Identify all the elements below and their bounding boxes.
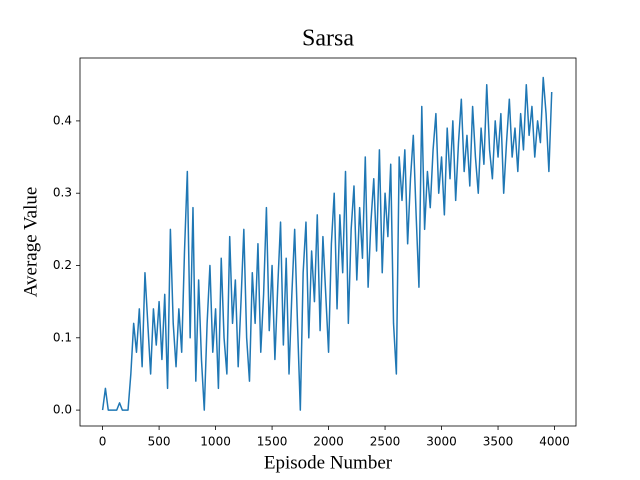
- x-tick-label: 1000: [200, 435, 231, 449]
- chart-title: Sarsa: [302, 26, 354, 52]
- x-axis-label: Episode Number: [264, 452, 393, 473]
- x-tick-label: 3500: [483, 435, 514, 449]
- x-tick-label: 1500: [257, 435, 288, 449]
- x-tick-label: 500: [148, 435, 171, 449]
- y-tick-label: 0.4: [53, 113, 72, 127]
- x-tick-label: 0: [99, 435, 107, 449]
- x-tick-label: 4000: [539, 435, 570, 449]
- data-line: [101, 76, 553, 411]
- x-tick-label: 2000: [313, 435, 344, 449]
- y-tick-label: 0.1: [53, 330, 72, 344]
- y-axis-label: Average Value: [20, 187, 41, 298]
- x-tick-label: 2500: [370, 435, 401, 449]
- x-tick-label: 3000: [426, 435, 457, 449]
- y-tick-label: 0.3: [53, 186, 72, 200]
- y-tick-label: 0.0: [53, 403, 72, 417]
- y-tick-label: 0.2: [53, 258, 72, 272]
- plot-frame: [79, 57, 577, 427]
